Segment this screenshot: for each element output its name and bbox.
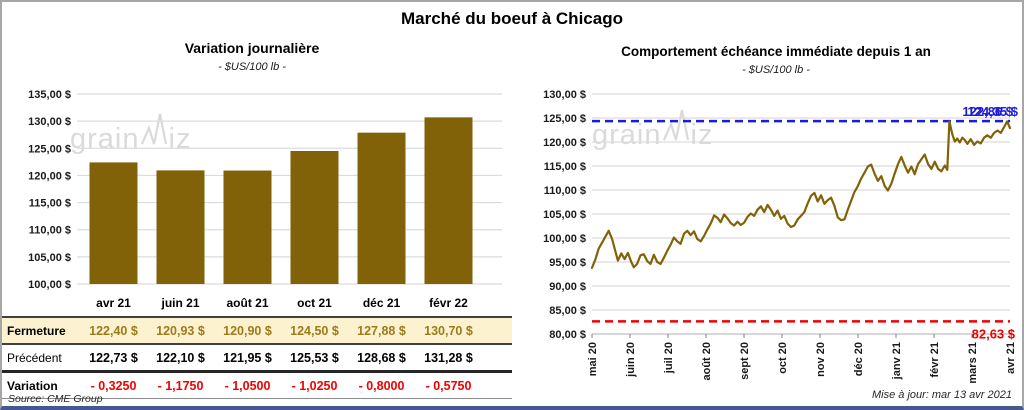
source-note: Source: CME Group bbox=[8, 393, 103, 405]
table-cell: 127,88 $ bbox=[357, 323, 406, 338]
x-tick-label: sept 20 bbox=[739, 342, 751, 380]
table-cell: - 0,5750 bbox=[425, 378, 472, 393]
y-tick-label: 110,00 $ bbox=[544, 185, 586, 197]
table-header-cell: oct 21 bbox=[297, 296, 332, 310]
x-tick-label: mai 20 bbox=[587, 342, 599, 376]
table-cell: - 0,3250 bbox=[90, 378, 137, 393]
table-row-label: Variation bbox=[7, 378, 58, 393]
table-cell: - 0,8000 bbox=[358, 378, 405, 393]
max-value-label: 124,35 $ bbox=[967, 104, 1018, 119]
table-cell: 122,10 $ bbox=[156, 350, 205, 365]
table-header-cell: déc 21 bbox=[362, 296, 401, 310]
table-corner bbox=[2, 290, 80, 317]
table-row-label: Fermeture bbox=[7, 323, 66, 338]
last-value-label: 122,86 $ bbox=[962, 104, 1013, 119]
line-chart-canvas: 130,00 $ 125,00 $ 120,00 $ 115,00 $ 110,00 $… bbox=[543, 89, 1019, 384]
y-tick-label: 125,00 $ bbox=[543, 113, 586, 125]
bar-oct 21 bbox=[290, 151, 339, 284]
table-header-cell: avr 21 bbox=[96, 296, 131, 310]
x-tick-label: juil 20 bbox=[663, 342, 675, 374]
table-cell: 125,53 $ bbox=[290, 350, 339, 365]
y-tick-label: 130,00 $ bbox=[28, 116, 71, 128]
x-tick-label: mars 21 bbox=[967, 342, 979, 384]
y-tick-label: 105,00 $ bbox=[543, 209, 586, 221]
y-tick-label: 130,00 $ bbox=[543, 89, 586, 101]
min-value-label: 82,63 $ bbox=[972, 326, 1016, 341]
y-tick-label: 120,00 $ bbox=[28, 170, 71, 182]
price-series-line bbox=[590, 120, 1012, 269]
y-tick-label: 110,00 $ bbox=[29, 225, 71, 237]
bar-chart-title: Variation journalière bbox=[184, 40, 320, 56]
y-tick-label: 135,00 $ bbox=[28, 89, 71, 101]
table-cell: 128,68 $ bbox=[357, 350, 406, 365]
bar-chart-subtitle: - $US/100 lb - bbox=[218, 61, 286, 73]
y-tick-label: 115,00 $ bbox=[29, 198, 71, 210]
x-tick-label: juin 20 bbox=[625, 342, 637, 378]
y-tick-label: 100,00 $ bbox=[28, 279, 71, 291]
grainwiz-watermark: grain iz bbox=[592, 108, 713, 150]
watermark-text-prefix: grain bbox=[592, 119, 662, 151]
line-chart-subtitle: - $US/100 lb - bbox=[742, 64, 810, 76]
table-cell: - 1,0250 bbox=[291, 378, 338, 393]
x-tick-label: oct 20 bbox=[777, 342, 789, 374]
table-row-variation: Variation - 0,3250 - 1,1750 - 1,0500 - 1,025… bbox=[2, 372, 512, 399]
table-cell: 122,73 $ bbox=[89, 350, 138, 365]
bar-avr 21 bbox=[89, 162, 138, 284]
table-header-cell: juin 21 bbox=[161, 296, 200, 310]
y-tick-label: 115,00 $ bbox=[544, 161, 586, 173]
table-cell: 124,50 $ bbox=[290, 323, 339, 338]
table-cell: 121,95 $ bbox=[223, 350, 272, 365]
bar-chart-canvas: 135,00 $ 130,00 $ 125,00 $ 120,00 $ 115,00 $… bbox=[28, 89, 502, 291]
y-tick-label: 100,00 $ bbox=[543, 233, 586, 245]
x-tick-label: janv 21 bbox=[891, 342, 903, 380]
price-table: avr 21 juin 21 août 21 oct 21 déc 21 févr 22 … bbox=[2, 290, 512, 399]
table-cell: - 1,1750 bbox=[157, 378, 204, 393]
line-chart-panel: Comportement échéance immédiate depuis 1… bbox=[512, 2, 1022, 406]
page-title: Marché du boeuf à Chicago bbox=[401, 9, 623, 28]
y-tick-label: 105,00 $ bbox=[28, 252, 71, 264]
table-header-cell: févr 22 bbox=[429, 296, 468, 310]
x-tick-label: avr 21 bbox=[1005, 342, 1017, 374]
bar-juin 21 bbox=[156, 170, 205, 284]
bar-août 21 bbox=[223, 170, 272, 284]
y-tick-label: 90,00 $ bbox=[549, 281, 586, 293]
table-row-label: Précédent bbox=[7, 350, 62, 365]
y-tick-label: 125,00 $ bbox=[28, 143, 71, 155]
y-tick-label: 95,00 $ bbox=[549, 257, 586, 269]
y-tick-label: 80,00 $ bbox=[549, 329, 586, 341]
y-tick-label: 85,00 $ bbox=[549, 305, 586, 317]
table-cell: 130,70 $ bbox=[424, 323, 473, 338]
table-cell: - 1,0500 bbox=[224, 378, 271, 393]
bar-chart-panel: Variation journalière - $US/100 lb - gra… bbox=[2, 2, 512, 406]
table-row-fermeture: Fermeture 122,40 $ 120,93 $ 120,90 $ 124,50 … bbox=[2, 317, 512, 344]
update-note: Mise à jour: mar 13 avr 2021 bbox=[871, 389, 1012, 401]
y-tick-label: 120,00 $ bbox=[543, 137, 586, 149]
table-header-row: avr 21 juin 21 août 21 oct 21 déc 21 févr 22 bbox=[2, 290, 512, 317]
x-tick-label: nov 20 bbox=[815, 342, 827, 377]
line-chart-title: Comportement échéance immédiate depuis 1… bbox=[621, 44, 931, 59]
x-tick-label: août 20 bbox=[701, 342, 713, 381]
table-cell: 120,90 $ bbox=[223, 323, 272, 338]
x-tick-label: déc 20 bbox=[853, 342, 865, 376]
table-header-cell: août 21 bbox=[226, 296, 269, 310]
table-cell: 122,40 $ bbox=[89, 323, 138, 338]
table-cell: 120,93 $ bbox=[156, 323, 205, 338]
x-tick-label: févr 21 bbox=[929, 342, 941, 377]
table-row-précédent: Précédent 122,73 $ 122,10 $ 121,95 $ 125,53 … bbox=[2, 344, 512, 372]
table-cell: 131,28 $ bbox=[424, 350, 473, 365]
bar-déc 21 bbox=[357, 132, 406, 284]
bar-févr 22 bbox=[424, 117, 473, 284]
grainwiz-zigzag-icon bbox=[140, 113, 167, 145]
watermark-text-suffix: iz bbox=[168, 123, 192, 155]
